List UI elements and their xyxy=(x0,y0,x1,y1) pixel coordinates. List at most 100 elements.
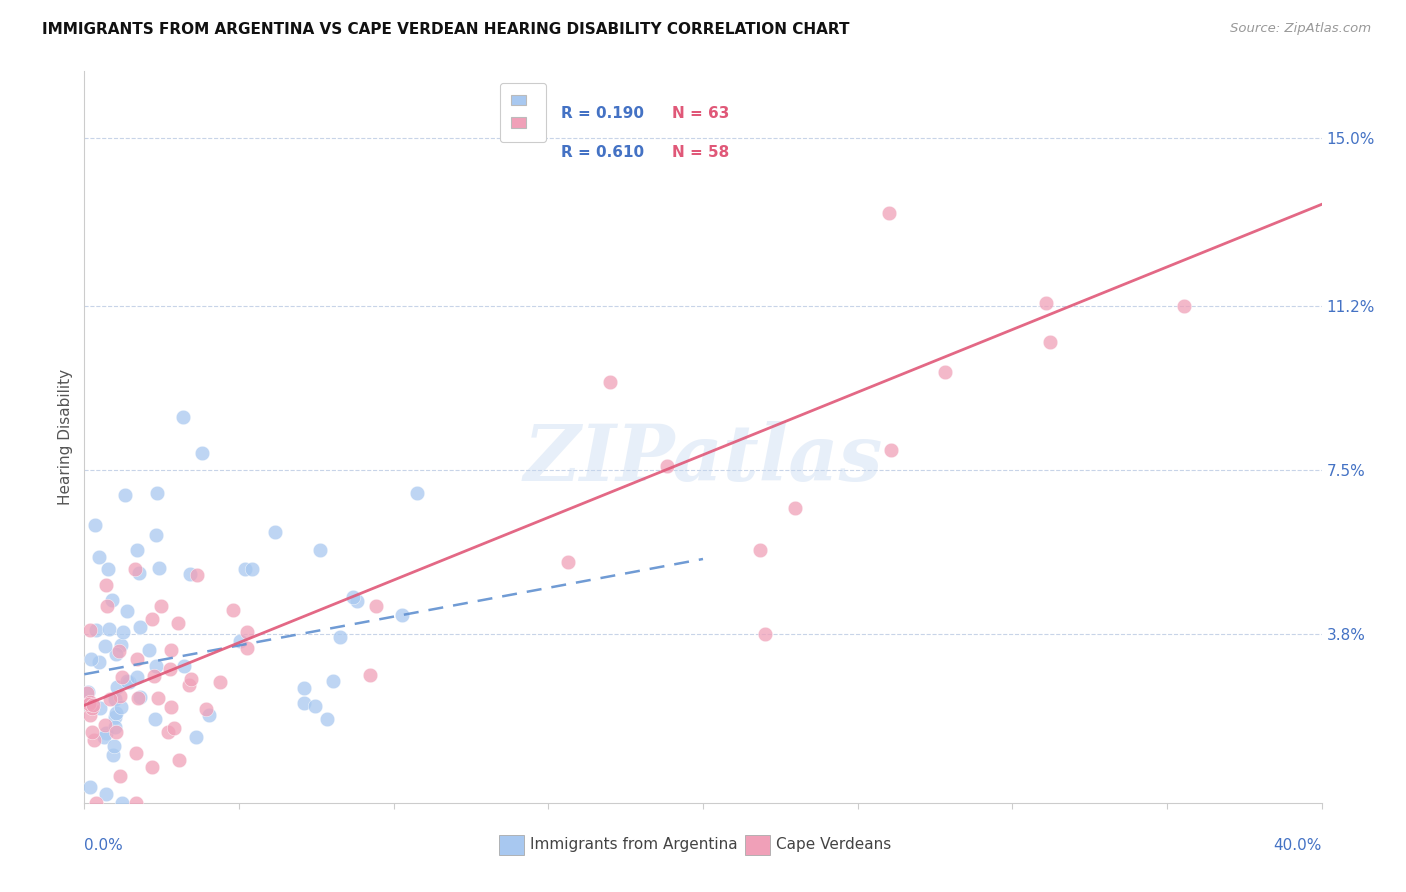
Point xyxy=(194,702,217,716)
Point xyxy=(98,691,121,706)
Point xyxy=(177,678,200,692)
Point xyxy=(97,562,120,576)
Point xyxy=(879,442,901,457)
Point xyxy=(406,486,429,500)
Text: Source: ZipAtlas.com: Source: ZipAtlas.com xyxy=(1230,22,1371,36)
Point xyxy=(342,591,364,605)
Point xyxy=(104,710,127,724)
Point xyxy=(84,518,107,533)
Point xyxy=(264,524,287,539)
Point xyxy=(127,690,149,705)
Point xyxy=(208,674,231,689)
Point xyxy=(163,721,186,735)
Point xyxy=(198,708,221,723)
Point xyxy=(141,760,163,774)
Point xyxy=(105,706,128,720)
Point xyxy=(98,622,121,636)
Point xyxy=(236,641,259,656)
Point xyxy=(111,796,134,810)
Point xyxy=(191,445,214,459)
Point xyxy=(104,719,127,733)
Point xyxy=(145,659,167,673)
Point xyxy=(143,669,166,683)
Point xyxy=(115,673,138,688)
Legend:  ,  : , xyxy=(501,83,547,142)
Text: ZIPatlas: ZIPatlas xyxy=(523,421,883,497)
Point xyxy=(346,594,368,608)
Point xyxy=(110,769,132,783)
Text: N = 63: N = 63 xyxy=(672,106,730,120)
Point xyxy=(128,620,150,634)
Point xyxy=(83,733,105,747)
Point xyxy=(101,592,124,607)
Point xyxy=(94,717,117,731)
Point xyxy=(87,549,110,564)
Point xyxy=(167,753,190,767)
Point xyxy=(783,501,806,516)
Text: N = 58: N = 58 xyxy=(672,145,730,160)
Point xyxy=(105,680,128,694)
Point xyxy=(125,670,148,684)
Point xyxy=(360,668,382,682)
Point xyxy=(160,700,183,714)
Point xyxy=(173,659,195,673)
Point xyxy=(309,543,332,558)
Point xyxy=(304,699,326,714)
Point xyxy=(146,485,169,500)
Point xyxy=(82,698,104,712)
Point xyxy=(364,599,387,613)
Point xyxy=(125,796,148,810)
Text: 0.0%: 0.0% xyxy=(84,838,124,854)
Point xyxy=(112,625,135,640)
Point xyxy=(84,796,107,810)
Point xyxy=(236,625,259,640)
Point xyxy=(179,566,201,581)
Point xyxy=(322,674,344,689)
Point xyxy=(94,726,117,740)
Point xyxy=(599,375,621,389)
Point xyxy=(114,488,136,502)
Point xyxy=(129,690,152,705)
Point xyxy=(167,615,190,630)
Point xyxy=(110,638,132,652)
Point xyxy=(180,672,202,686)
Point xyxy=(1039,335,1062,350)
Point xyxy=(110,699,132,714)
Point xyxy=(934,365,956,379)
Point xyxy=(87,655,110,669)
Point xyxy=(222,602,245,616)
Point xyxy=(94,639,117,653)
Y-axis label: Hearing Disability: Hearing Disability xyxy=(58,369,73,505)
Point xyxy=(145,527,167,541)
Point xyxy=(94,578,117,592)
Text: Immigrants from Argentina: Immigrants from Argentina xyxy=(530,838,738,852)
Point xyxy=(104,692,127,706)
Point xyxy=(96,599,118,613)
Point xyxy=(80,700,103,714)
Point xyxy=(80,652,103,666)
Point xyxy=(1173,299,1195,313)
Point xyxy=(104,647,127,661)
Point xyxy=(557,555,579,569)
Point xyxy=(76,686,98,700)
Point xyxy=(749,543,772,558)
Point xyxy=(79,780,101,794)
Point xyxy=(172,410,194,425)
Point xyxy=(240,562,263,576)
Point xyxy=(76,685,98,699)
Point xyxy=(657,458,679,473)
Point xyxy=(186,568,208,582)
Point xyxy=(149,599,172,614)
Point xyxy=(103,739,125,754)
Point xyxy=(233,562,256,576)
Point xyxy=(143,712,166,726)
Text: 40.0%: 40.0% xyxy=(1274,838,1322,854)
Point xyxy=(292,681,315,695)
Point xyxy=(157,725,180,739)
Point xyxy=(391,607,413,622)
Point xyxy=(82,725,104,739)
Point xyxy=(127,543,149,558)
Point xyxy=(328,631,350,645)
Point xyxy=(146,691,169,706)
Point xyxy=(159,643,181,657)
